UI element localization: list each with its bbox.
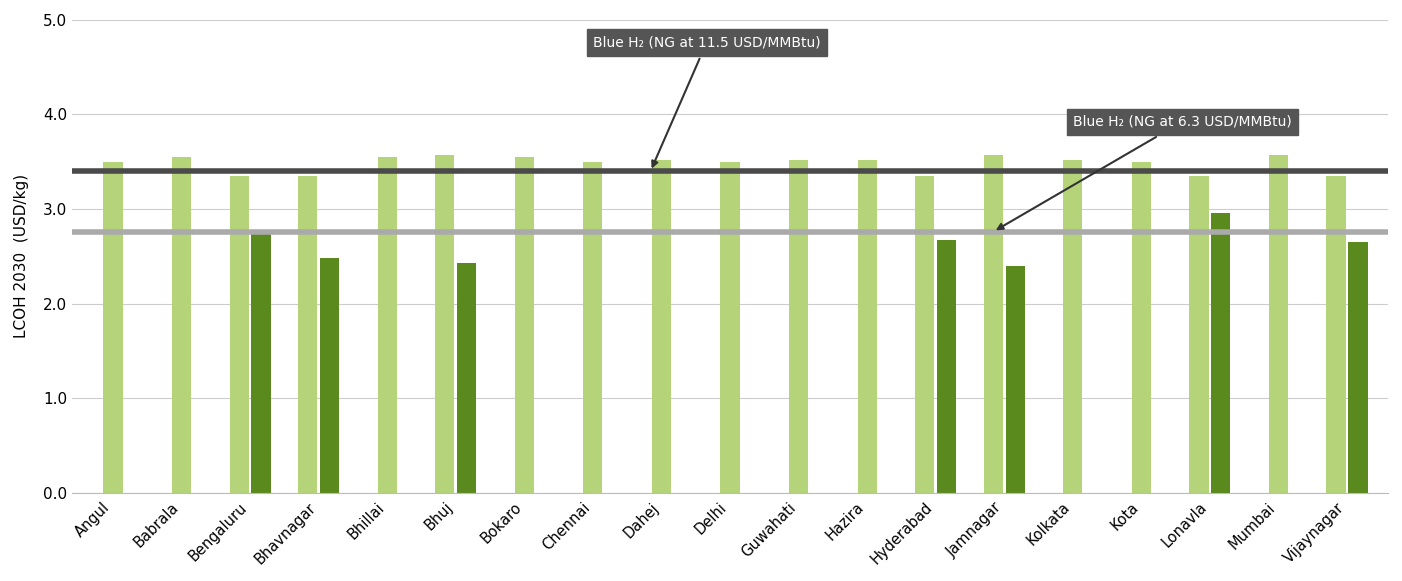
Bar	[172, 157, 191, 493]
Y-axis label: LCOH 2030  (USD/kg): LCOH 2030 (USD/kg)	[14, 174, 29, 338]
Bar	[251, 232, 271, 493]
Bar	[721, 162, 740, 493]
Bar	[858, 160, 876, 493]
Bar	[377, 157, 397, 493]
Bar	[104, 162, 122, 493]
Bar	[320, 258, 339, 493]
Bar	[937, 240, 956, 493]
Text: Blue H₂ (NG at 6.3 USD/MMBtu): Blue H₂ (NG at 6.3 USD/MMBtu)	[998, 115, 1291, 229]
Bar	[1211, 213, 1231, 493]
Bar	[515, 157, 534, 493]
Bar	[1131, 162, 1151, 493]
Bar	[916, 176, 934, 493]
Bar	[299, 176, 317, 493]
Bar	[1269, 155, 1288, 493]
Bar	[1063, 160, 1082, 493]
Bar	[652, 160, 672, 493]
Bar	[1189, 176, 1209, 493]
Bar	[435, 155, 454, 493]
Bar	[583, 162, 603, 493]
Bar	[1349, 242, 1367, 493]
Bar	[789, 160, 808, 493]
Bar	[1005, 266, 1025, 493]
Bar	[230, 176, 248, 493]
Bar	[1326, 176, 1346, 493]
Bar	[984, 155, 1002, 493]
Text: Blue H₂ (NG at 11.5 USD/MMBtu): Blue H₂ (NG at 11.5 USD/MMBtu)	[593, 35, 820, 167]
Bar	[457, 263, 477, 493]
